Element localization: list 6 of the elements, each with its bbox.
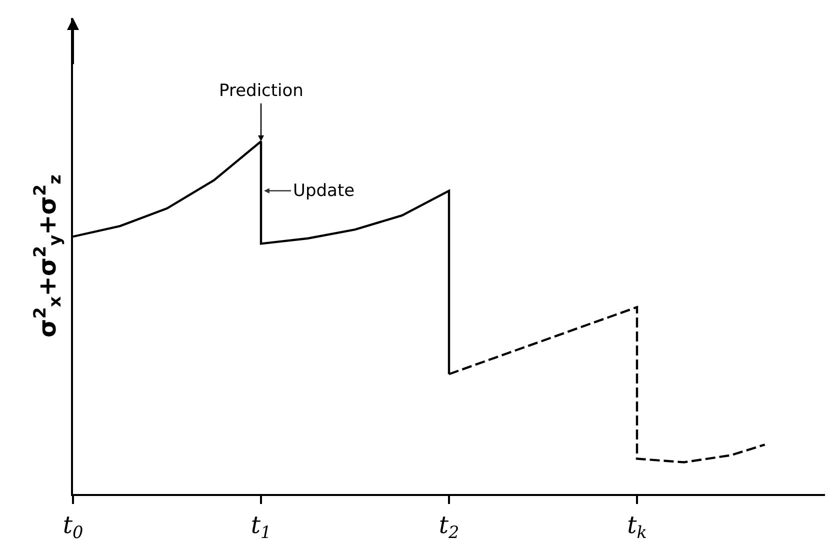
x-tick-label: t$_{2}$ [438, 510, 460, 542]
annotation: Update [293, 181, 355, 201]
x-tick-label: t$_{k}$ [627, 510, 647, 542]
annotation: Prediction [219, 81, 304, 101]
x-tick-label: t$_{1}$ [250, 510, 272, 542]
x-tick-label: t$_{0}$ [62, 510, 84, 542]
